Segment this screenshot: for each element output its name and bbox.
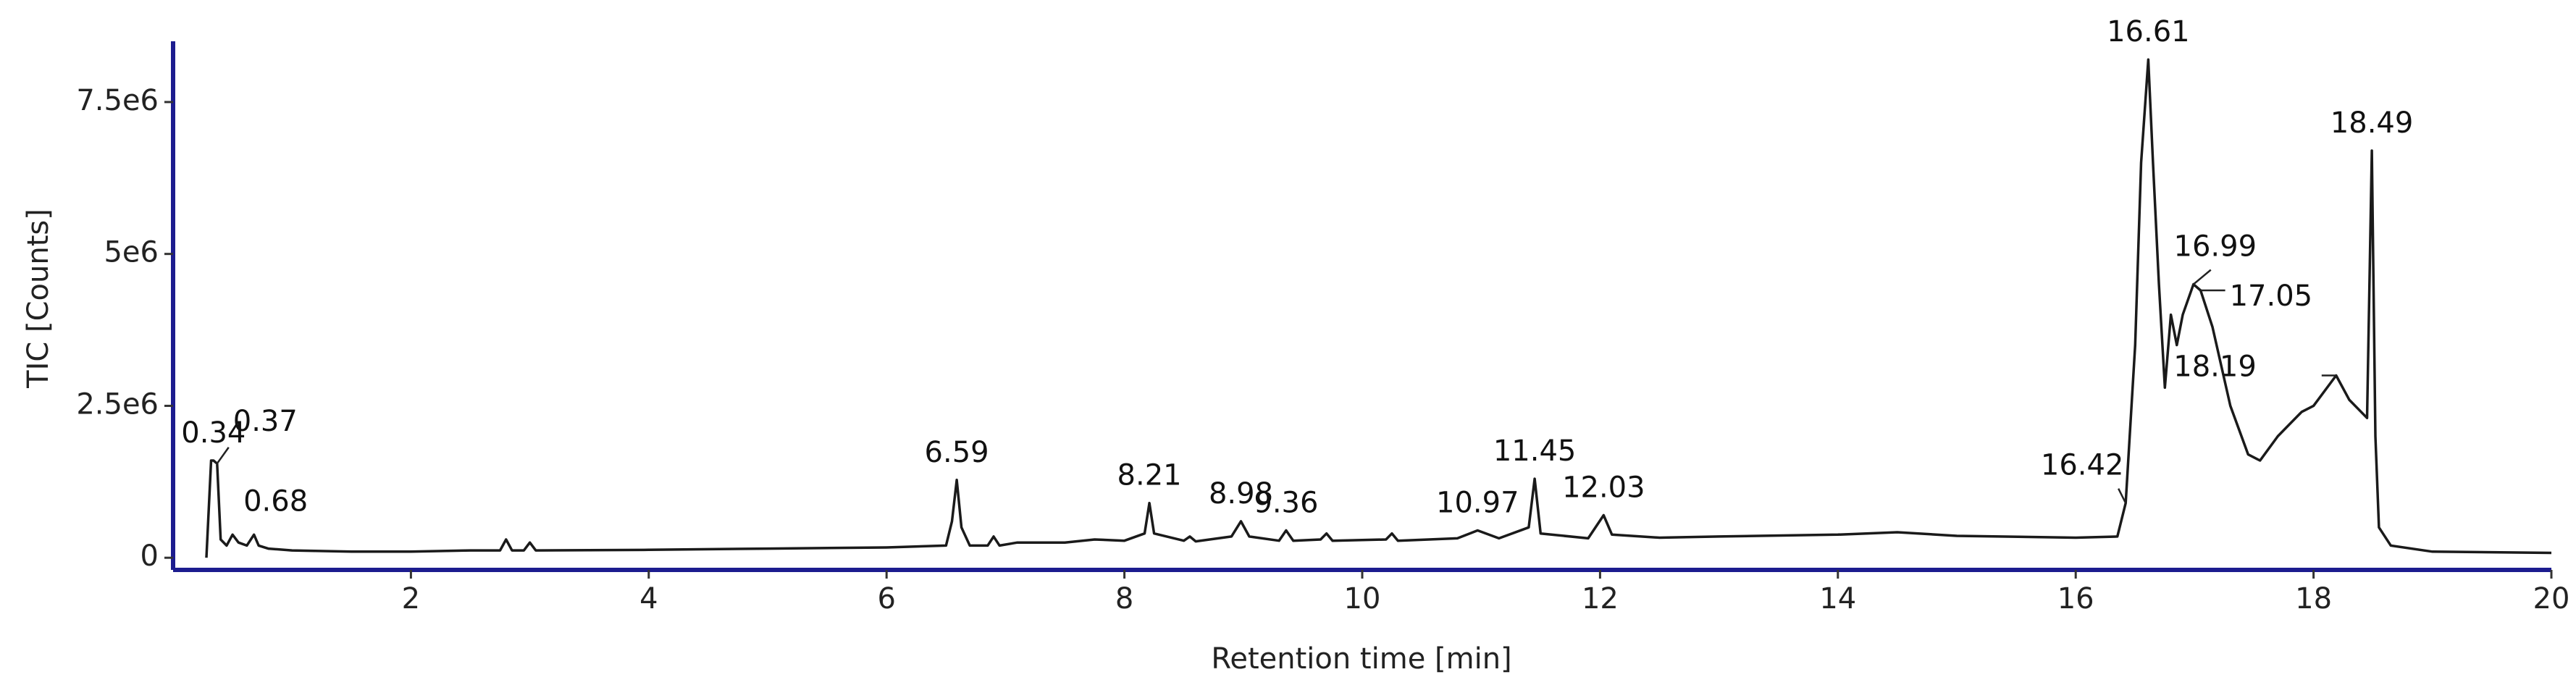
peak-label: 17.05 xyxy=(2230,280,2313,313)
y-tick-label: 5e6 xyxy=(104,236,159,269)
x-tick-label: 18 xyxy=(2295,582,2332,616)
chromatogram-line xyxy=(205,58,2552,558)
x-tick-label: 4 xyxy=(639,582,658,616)
x-tick-label: 2 xyxy=(402,582,420,616)
peak-label: 11.45 xyxy=(1493,434,1577,468)
peak-label: 10.97 xyxy=(1436,486,1519,519)
peak-leader xyxy=(2192,269,2212,285)
peak-label: 0.34 xyxy=(181,416,246,450)
peak-label: 18.19 xyxy=(2173,350,2257,383)
y-axis-label: TIC [Counts] xyxy=(22,209,55,389)
peak-label: 6.59 xyxy=(925,436,989,469)
y-tick-label: 0 xyxy=(140,539,159,573)
x-tick-label: 8 xyxy=(1115,582,1133,616)
y-tick-label: 7.5e6 xyxy=(76,84,159,117)
x-tick-label: 20 xyxy=(2533,582,2570,616)
x-tick-label: 14 xyxy=(1819,582,1856,616)
x-axis-label: Retention time [min] xyxy=(1211,642,1511,676)
peak-label: 8.98 xyxy=(1209,477,1273,511)
peak-label: 16.99 xyxy=(2174,230,2257,264)
peak-label: 0.68 xyxy=(243,484,308,518)
y-tick-label: 2.5e6 xyxy=(76,387,159,421)
x-tick-label: 12 xyxy=(1582,582,1619,616)
peak-label: 18.49 xyxy=(2330,106,2414,140)
x-tick-label: 16 xyxy=(2057,582,2094,616)
x-tick-label: 6 xyxy=(877,582,895,616)
peak-leader xyxy=(216,447,230,464)
peak-label: 9.36 xyxy=(1254,486,1318,519)
peak-label: 12.03 xyxy=(1562,471,1645,504)
peak-label: 0.37 xyxy=(233,405,298,438)
peak-leader xyxy=(2118,488,2127,504)
peak-label: 16.42 xyxy=(2041,449,2124,482)
x-tick-label: 10 xyxy=(1344,582,1381,616)
peak-label: 8.21 xyxy=(1117,459,1182,492)
peak-label: 16.61 xyxy=(2107,15,2190,49)
